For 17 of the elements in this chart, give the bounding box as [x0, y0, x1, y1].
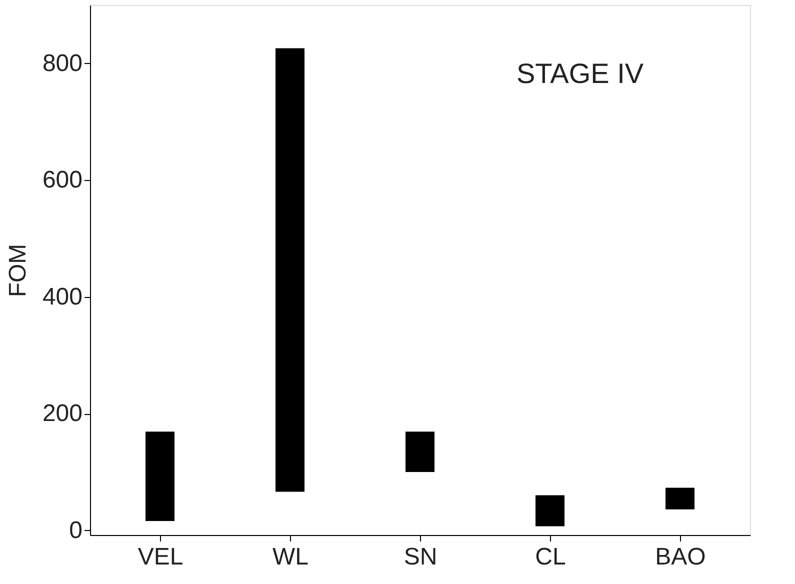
bar — [406, 432, 434, 472]
bar — [276, 48, 304, 492]
x-tick-label: WL — [272, 544, 308, 570]
x-tick-label: SN — [404, 544, 438, 570]
y-tick-label: 400 — [42, 283, 82, 310]
x-tick-label: VEL — [138, 544, 184, 570]
annotation: STAGE IV — [516, 58, 644, 89]
bar — [146, 432, 174, 521]
bar — [536, 495, 564, 526]
y-tick-label: 800 — [42, 50, 82, 77]
y-tick-label: 0 — [69, 516, 82, 544]
y-axis-title: FOM — [4, 244, 32, 298]
x-tick-label: CL — [535, 544, 566, 570]
y-tick-label: 200 — [42, 400, 82, 428]
bar — [666, 488, 694, 510]
x-tick-label: BAO — [655, 544, 706, 570]
y-tick-label: 600 — [42, 166, 82, 194]
